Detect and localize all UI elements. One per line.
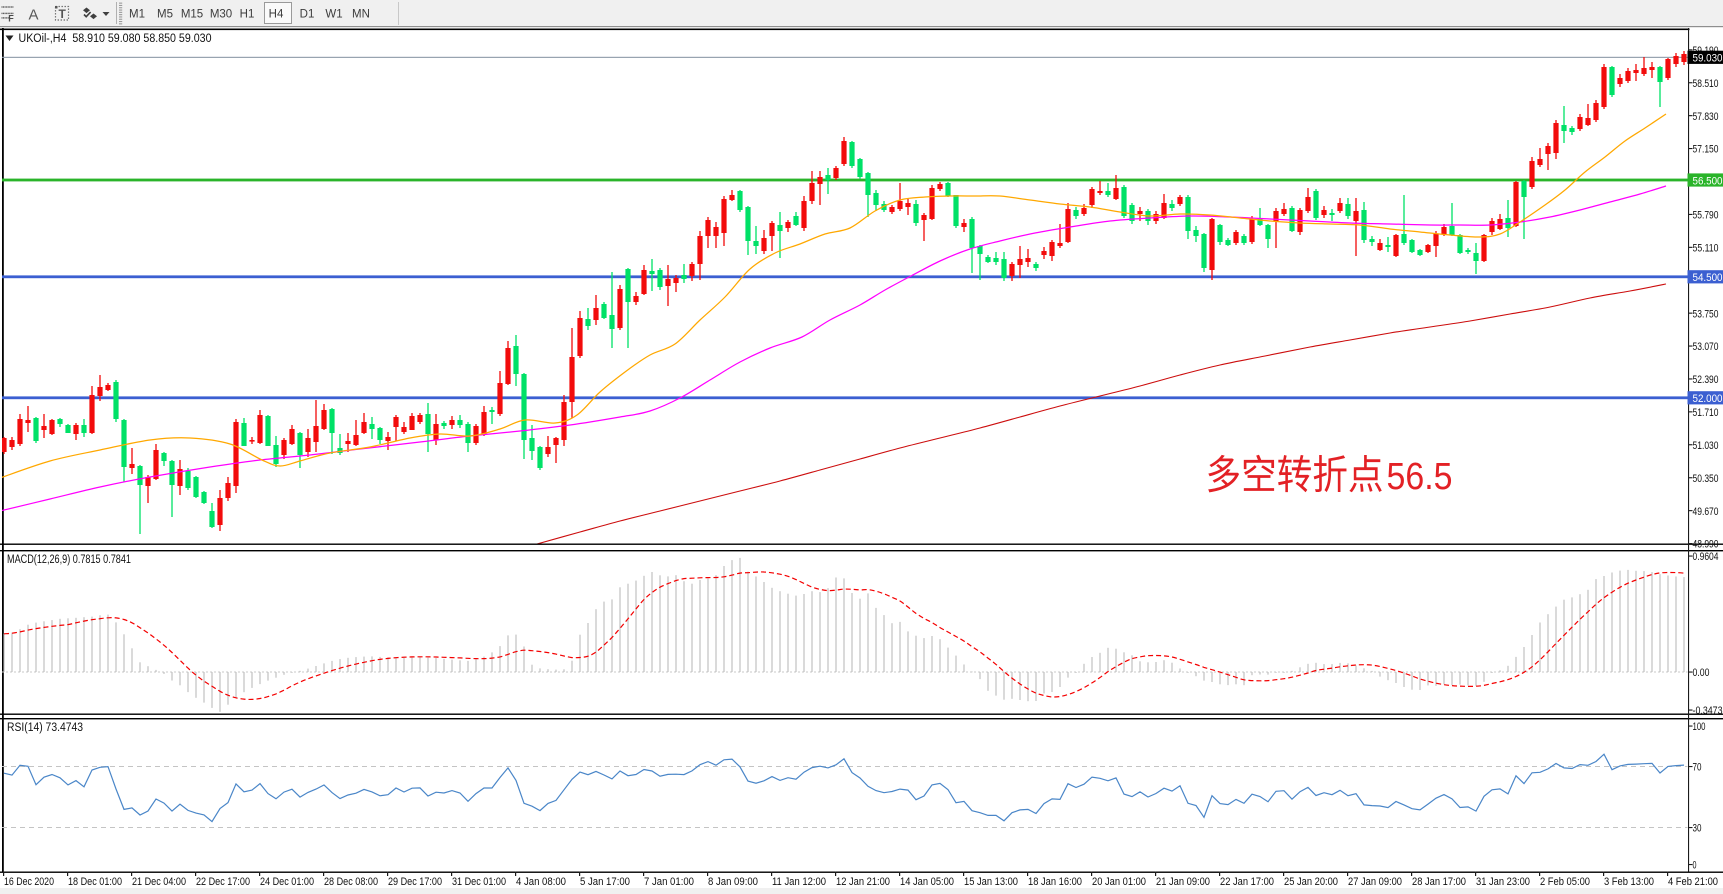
svg-text:55.110: 55.110 — [1693, 243, 1719, 255]
svg-text:0: 0 — [1693, 860, 1697, 872]
svg-text:56.5: 56.5 — [1387, 456, 1453, 498]
svg-text:5 Jan 17:00: 5 Jan 17:00 — [580, 876, 630, 888]
svg-text:51.030: 51.030 — [1693, 440, 1719, 452]
svg-text:52.000: 52.000 — [1693, 393, 1723, 405]
svg-text:58.510: 58.510 — [1693, 78, 1719, 90]
svg-text:20 Jan 01:00: 20 Jan 01:00 — [1092, 876, 1146, 888]
svg-text:14 Jan 05:00: 14 Jan 05:00 — [900, 876, 954, 888]
svg-text:52.390: 52.390 — [1693, 374, 1719, 386]
svg-text:53.070: 53.070 — [1693, 341, 1719, 353]
svg-text:49.670: 49.670 — [1693, 506, 1719, 518]
svg-text:M5: M5 — [157, 9, 173, 21]
svg-text:T: T — [59, 7, 67, 21]
svg-text:0.00: 0.00 — [1693, 667, 1710, 679]
svg-text:24 Dec 01:00: 24 Dec 01:00 — [260, 876, 314, 888]
svg-text:F: F — [8, 14, 14, 24]
svg-text:15 Jan 13:00: 15 Jan 13:00 — [964, 876, 1018, 888]
svg-text:22 Dec 17:00: 22 Dec 17:00 — [196, 876, 250, 888]
svg-text:M1: M1 — [129, 9, 145, 21]
svg-text:54.500: 54.500 — [1693, 272, 1723, 284]
svg-text:51.710: 51.710 — [1693, 407, 1719, 419]
svg-text:55.790: 55.790 — [1693, 210, 1719, 222]
svg-text:53.750: 53.750 — [1693, 308, 1719, 320]
svg-text:0.9604: 0.9604 — [1693, 551, 1719, 563]
svg-text:4 Feb 21:00: 4 Feb 21:00 — [1668, 876, 1718, 888]
svg-text:57.150: 57.150 — [1693, 144, 1719, 156]
svg-text:27 Jan 09:00: 27 Jan 09:00 — [1348, 876, 1402, 888]
svg-text:MACD(12,26,9) 0.7815 0.7841: MACD(12,26,9) 0.7815 0.7841 — [7, 554, 131, 566]
svg-text:25 Jan 20:00: 25 Jan 20:00 — [1284, 876, 1338, 888]
svg-text:70: 70 — [1693, 762, 1702, 774]
svg-text:4 Jan 08:00: 4 Jan 08:00 — [516, 876, 566, 888]
svg-text:MN: MN — [352, 9, 370, 21]
svg-text:28 Jan 17:00: 28 Jan 17:00 — [1412, 876, 1466, 888]
svg-text:21 Dec 04:00: 21 Dec 04:00 — [132, 876, 186, 888]
svg-text:29 Dec 17:00: 29 Dec 17:00 — [388, 876, 442, 888]
svg-text:M15: M15 — [181, 9, 203, 21]
svg-text:21 Jan 09:00: 21 Jan 09:00 — [1156, 876, 1210, 888]
svg-text:48.990: 48.990 — [1693, 539, 1719, 551]
svg-text:RSI(14) 73.4743: RSI(14) 73.4743 — [7, 722, 83, 734]
svg-text:100: 100 — [1693, 721, 1706, 733]
svg-text:A: A — [29, 7, 39, 24]
svg-text:2 Feb 05:00: 2 Feb 05:00 — [1540, 876, 1590, 888]
svg-text:3 Feb 13:00: 3 Feb 13:00 — [1604, 876, 1654, 888]
svg-text:28 Dec 08:00: 28 Dec 08:00 — [324, 876, 378, 888]
svg-text:56.500: 56.500 — [1693, 175, 1723, 187]
svg-text:11 Jan 12:00: 11 Jan 12:00 — [772, 876, 826, 888]
svg-text:8 Jan 09:00: 8 Jan 09:00 — [708, 876, 758, 888]
svg-text:50.350: 50.350 — [1693, 473, 1719, 485]
svg-text:M30: M30 — [210, 9, 232, 21]
svg-text:30: 30 — [1693, 823, 1702, 835]
svg-text:7 Jan 01:00: 7 Jan 01:00 — [644, 876, 694, 888]
svg-text:12 Jan 21:00: 12 Jan 21:00 — [836, 876, 890, 888]
svg-text:H1: H1 — [240, 9, 255, 21]
svg-text:W1: W1 — [325, 9, 342, 21]
svg-text:18 Jan 16:00: 18 Jan 16:00 — [1028, 876, 1082, 888]
svg-text:22 Jan 17:00: 22 Jan 17:00 — [1220, 876, 1274, 888]
svg-text:-0.3473: -0.3473 — [1693, 705, 1723, 717]
svg-text:H4: H4 — [269, 9, 284, 21]
svg-text:59.030: 59.030 — [1693, 53, 1723, 65]
svg-text:UKOil-,H4 58.910 59.080 58.85: UKOil-,H4 58.910 59.080 58.850 59.030 — [19, 33, 212, 45]
svg-text:57.830: 57.830 — [1693, 111, 1719, 123]
svg-text:31 Dec 01:00: 31 Dec 01:00 — [452, 876, 506, 888]
svg-text:31 Jan 23:00: 31 Jan 23:00 — [1476, 876, 1530, 888]
svg-text:18 Dec 01:00: 18 Dec 01:00 — [68, 876, 122, 888]
svg-text:D1: D1 — [300, 9, 315, 21]
svg-text:16 Dec 2020: 16 Dec 2020 — [4, 876, 54, 888]
